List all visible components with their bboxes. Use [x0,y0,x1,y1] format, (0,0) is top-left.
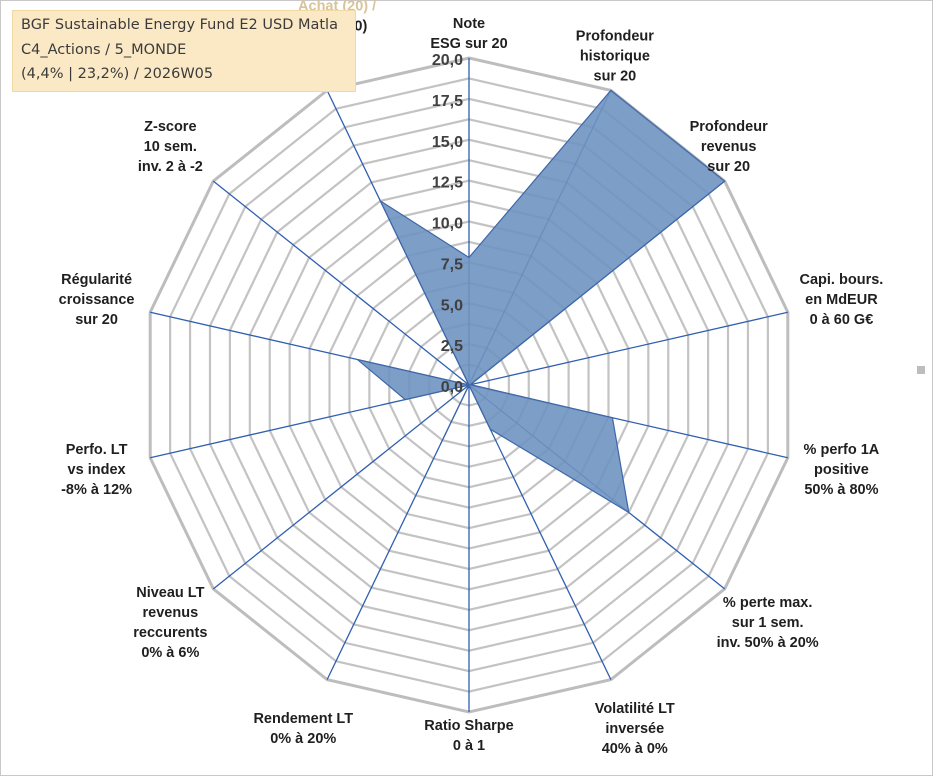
tick-label: 5,0 [441,297,463,314]
axis-label-line: 0% à 6% [141,645,199,661]
tick-label: 15,0 [432,134,463,151]
axis-label-line: sur 20 [75,312,118,328]
fund-name: BGF Sustainable Energy Fund E2 USD Matla [21,17,338,33]
axis-label-line: inv. 2 à -2 [138,159,203,175]
axis-label-line: Note [453,16,485,32]
axis-label-line: historique [580,48,650,64]
axis-label-line: Régularité [61,272,132,288]
axis-label-line: sur 20 [594,68,637,84]
axis-label-line: ESG sur 20 [430,36,507,52]
axis-label-line: sur 20 [707,159,750,175]
tick-label: 7,5 [441,256,463,273]
axis-label-line: 10 sem. [144,139,197,155]
axis-label-line: 0 à 1 [453,738,485,754]
axis-label: Profondeur revenus sur 20 [690,119,768,175]
axis-label: Perfo. LT vs index -8% à 12% [61,442,132,498]
fund-info-box: BGF Sustainable Energy Fund E2 USD Matla… [12,10,356,92]
axis-label: Z-score 10 sem. inv. 2 à -2 [138,119,203,175]
axis-label-line: revenus [701,139,757,155]
axis-label: % perte max. sur 1 sem. inv. 50% à 20% [717,595,819,651]
axis-label-line: revenus [143,605,199,621]
axis-label-line: reccurents [133,625,207,641]
axis-spoke [212,180,470,386]
axis-label-line: Rendement LT [253,711,353,727]
fund-category: C4_Actions / 5_MONDE [21,42,187,58]
axis-label-line: 50% à 80% [804,482,878,498]
axis-label-line: sur 1 sem. [732,615,804,631]
axis-label-line: -8% à 12% [61,482,132,498]
axis-label-line: en MdEUR [805,292,878,308]
axis-label: Profondeur historique sur 20 [576,28,654,84]
axis-spoke [212,384,470,590]
axis-label-line: Niveau LT [136,585,204,601]
axis-label: Régularité croissance sur 20 [59,272,135,328]
axis-label-line: Profondeur [690,119,768,135]
axis-label-line: croissance [59,292,135,308]
chart-resize-handle [917,366,925,374]
tick-label: 2,5 [441,338,463,355]
axis-label: Note ESG sur 20 [430,16,507,52]
axis-label-line: 40% à 0% [602,741,668,757]
axis-label-line: Perfo. LT [66,442,128,458]
tick-label: 0,0 [441,379,463,396]
axis-label-line: Z-score [144,119,196,135]
tick-label: 12,5 [432,175,463,192]
axis-label-line: 0% à 20% [270,731,336,747]
axis-label-line: inversée [605,721,664,737]
axis-label-line: % perte max. [723,595,812,611]
axis-label: Rendement LT 0% à 20% [253,711,353,747]
fund-stats: (4,4% | 23,2%) / 2026W05 [21,66,214,82]
tick-label: 20,0 [432,52,463,69]
axis-label: Capi. bours. en MdEUR 0 à 60 G€ [800,272,884,328]
axis-label: % perfo 1A positive 50% à 80% [804,442,880,498]
axis-label: Niveau LT revenus reccurents 0% à 6% [133,585,207,661]
axis-label-line: Profondeur [576,28,654,44]
axis-spoke [468,384,612,680]
tick-label: 17,5 [432,93,463,110]
axis-spoke [468,311,788,386]
axis-label-line: 0 à 60 G€ [810,312,874,328]
series [357,89,726,514]
axis-label: Volatilité LT inversée 40% à 0% [595,701,675,757]
axis-label-line: vs index [68,462,126,478]
axis-label-line: Capi. bours. [800,272,884,288]
axis-label-line: % perfo 1A [804,442,880,458]
tick-labels: 0,0 2,5 5,0 7,5 10,0 12,5 15,0 17,5 20,0 [432,52,463,396]
axis-label: Ratio Sharpe 0 à 1 [424,718,513,754]
axis-label-line: positive [814,462,869,478]
axis-label-line: Ratio Sharpe [424,718,513,734]
tick-label: 10,0 [432,216,463,233]
axis-label-line: inv. 50% à 20% [717,635,819,651]
axis-label-line: Volatilité LT [595,701,675,717]
